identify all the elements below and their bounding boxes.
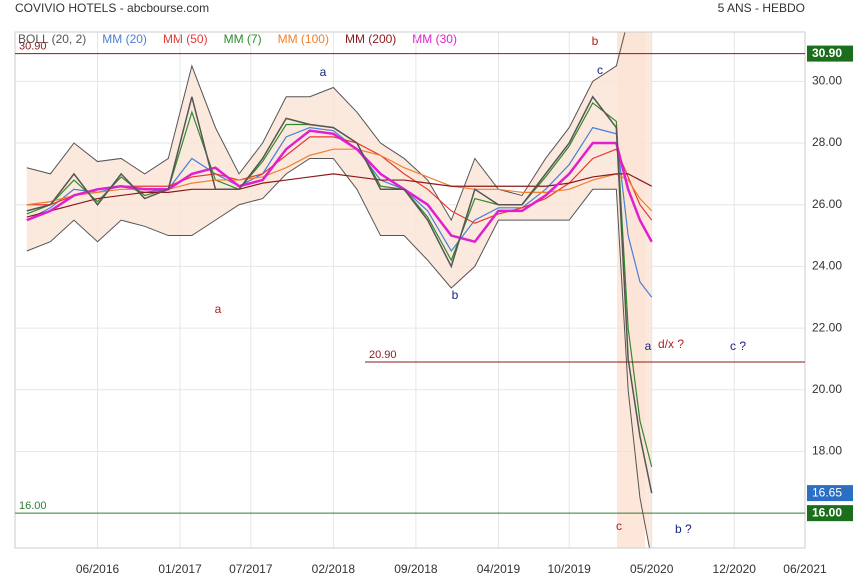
plot-frame xyxy=(14,31,806,549)
annotation: a xyxy=(215,302,222,316)
legend: BOLL (20, 2) MM (20) MM (50) MM (7) MM (100)… xyxy=(18,32,457,46)
last-price-badge xyxy=(807,485,853,502)
annotation: c xyxy=(616,519,622,533)
legend-entry: MM (7) xyxy=(224,32,262,46)
x-tick-label: 12/2020 xyxy=(713,562,757,576)
last-price-label: 16.65 xyxy=(812,485,842,499)
annotation: a xyxy=(645,339,652,353)
band-fill xyxy=(26,32,652,548)
annotation: b xyxy=(592,34,599,48)
level-badge-label: 16.00 xyxy=(812,505,842,519)
annotation: b xyxy=(452,288,459,302)
chart-subtitle: 5 ANS - HEBDO xyxy=(718,1,805,15)
x-tick-label: 09/2018 xyxy=(394,562,438,576)
annotations: a a b b c a d/x ? c ? c b ? xyxy=(215,34,747,536)
y-tick-label: 22.00 xyxy=(812,320,842,334)
legend-entry: MM (50) xyxy=(163,32,208,46)
y-tick-label: 20.00 xyxy=(812,382,842,396)
annotation: c xyxy=(597,63,603,77)
level-label: 16.00 xyxy=(19,500,47,512)
annotation: c ? xyxy=(730,339,746,353)
x-tick-label: 06/2021 xyxy=(783,562,827,576)
annotation: d/x ? xyxy=(658,337,684,351)
y-tick-label: 28.00 xyxy=(812,135,842,149)
band-upper xyxy=(26,32,652,222)
y-tick-label: 26.00 xyxy=(812,197,842,211)
x-tick-label: 01/2017 xyxy=(158,562,202,576)
level-label: 30.90 xyxy=(19,40,47,52)
x-tick-label: 07/2017 xyxy=(229,562,273,576)
series-line xyxy=(26,129,653,244)
x-tick-label: 02/2018 xyxy=(312,562,356,576)
chart-title: COVIVIO HOTELS - abcbourse.com xyxy=(15,1,209,15)
plot xyxy=(26,32,653,548)
legend-entry: MM (30) xyxy=(412,32,457,46)
grid: 18.00 20.00 22.00 24.00 26.00 28.00 30.00 06/20… xyxy=(15,32,842,576)
price-line xyxy=(26,95,653,494)
level-badge xyxy=(807,45,853,62)
y-tick-label: 24.00 xyxy=(812,259,842,273)
series-line xyxy=(26,173,652,218)
x-tick-label: 04/2019 xyxy=(477,562,521,576)
level-label: 20.90 xyxy=(369,349,397,361)
annotation: b ? xyxy=(675,522,692,536)
legend-entry: MM (20) xyxy=(102,32,147,46)
band-lower xyxy=(26,157,651,548)
y-tick-label: 30.00 xyxy=(812,74,842,88)
x-tick-label: 05/2020 xyxy=(630,562,674,576)
y-tick-label: 18.00 xyxy=(812,444,842,458)
legend-entry: BOLL (20, 2) xyxy=(18,32,86,46)
level-badge-label: 30.90 xyxy=(812,46,842,60)
x-tick-label: 06/2016 xyxy=(76,562,120,576)
annotation: a xyxy=(320,65,327,79)
legend-entry: MM (100) xyxy=(278,32,329,46)
x-tick-label: 10/2019 xyxy=(547,562,591,576)
level-badge xyxy=(807,505,853,522)
legend-entry: MM (200) xyxy=(345,32,396,46)
